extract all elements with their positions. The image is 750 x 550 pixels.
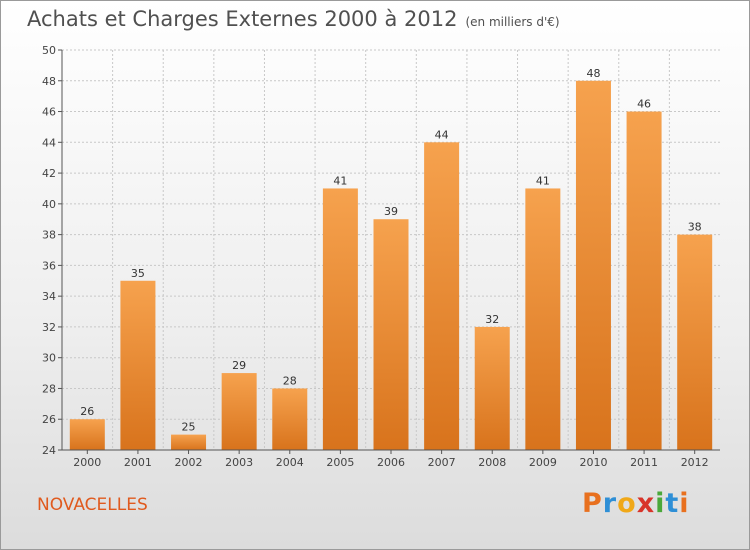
- bar: [120, 280, 156, 450]
- bar-value-label: 38: [688, 221, 702, 234]
- y-tick-label: 30: [42, 352, 56, 365]
- bar-value-label: 26: [80, 405, 94, 418]
- bar: [272, 388, 308, 450]
- x-tick-label: 2012: [681, 456, 709, 469]
- y-tick-label: 34: [42, 290, 56, 303]
- bar-value-label: 46: [637, 98, 651, 111]
- bar-value-label: 28: [283, 374, 297, 387]
- bar: [474, 326, 510, 450]
- x-tick-label: 2002: [175, 456, 203, 469]
- y-tick-label: 42: [42, 167, 56, 180]
- y-tick-label: 46: [42, 106, 56, 119]
- bar: [373, 219, 409, 450]
- bar: [221, 373, 257, 450]
- bar-value-label: 44: [435, 128, 449, 141]
- x-tick-label: 2006: [377, 456, 405, 469]
- x-tick-label: 2000: [73, 456, 101, 469]
- y-tick-label: 40: [42, 198, 56, 211]
- bar: [525, 188, 561, 450]
- bar-value-label: 25: [182, 421, 196, 434]
- y-tick-label: 24: [42, 444, 56, 457]
- bar-value-label: 41: [333, 174, 347, 187]
- axes: [58, 49, 720, 454]
- x-tick-label: 2010: [579, 456, 607, 469]
- bar: [575, 80, 611, 451]
- bar-value-label: 29: [232, 359, 246, 372]
- bar: [424, 142, 460, 451]
- labels: 24 26 28 30 32 34 36 38 40 42 44 46 48 50 26 2000 35 2001…: [42, 44, 709, 469]
- y-tick-label: 38: [42, 229, 56, 242]
- y-tick-label: 50: [42, 44, 56, 57]
- x-tick-label: 2001: [124, 456, 152, 469]
- x-tick-label: 2003: [225, 456, 253, 469]
- x-tick-label: 2005: [326, 456, 354, 469]
- x-tick-label: 2008: [478, 456, 506, 469]
- y-tick-label: 26: [42, 413, 56, 426]
- bars: [69, 80, 713, 451]
- x-tick-label: 2007: [428, 456, 456, 469]
- x-tick-label: 2009: [529, 456, 557, 469]
- bar-value-label: 48: [586, 67, 600, 80]
- chart-title: Achats et Charges Externes 2000 à 2012 (e…: [27, 7, 560, 31]
- y-tick-label: 32: [42, 321, 56, 334]
- bar-value-label: 35: [131, 267, 145, 280]
- bar: [626, 111, 662, 451]
- y-tick-label: 48: [42, 75, 56, 88]
- y-tick-label: 44: [42, 136, 56, 149]
- bar-value-label: 32: [485, 313, 499, 326]
- y-tick-label: 28: [42, 382, 56, 395]
- commune-name: NOVACELLES: [37, 495, 148, 515]
- bar: [322, 188, 358, 450]
- bar-value-label: 41: [536, 174, 550, 187]
- chart-unit: (en milliers d'€): [465, 15, 560, 29]
- bar: [677, 234, 713, 450]
- chart-title-text: Achats et Charges Externes 2000 à 2012: [27, 7, 458, 31]
- proxiti-logo: Proxiti: [582, 488, 690, 519]
- x-tick-label: 2004: [276, 456, 304, 469]
- bar: [171, 434, 207, 450]
- bar: [69, 419, 105, 450]
- bar-value-label: 39: [384, 205, 398, 218]
- x-tick-label: 2011: [630, 456, 658, 469]
- y-tick-label: 36: [42, 259, 56, 272]
